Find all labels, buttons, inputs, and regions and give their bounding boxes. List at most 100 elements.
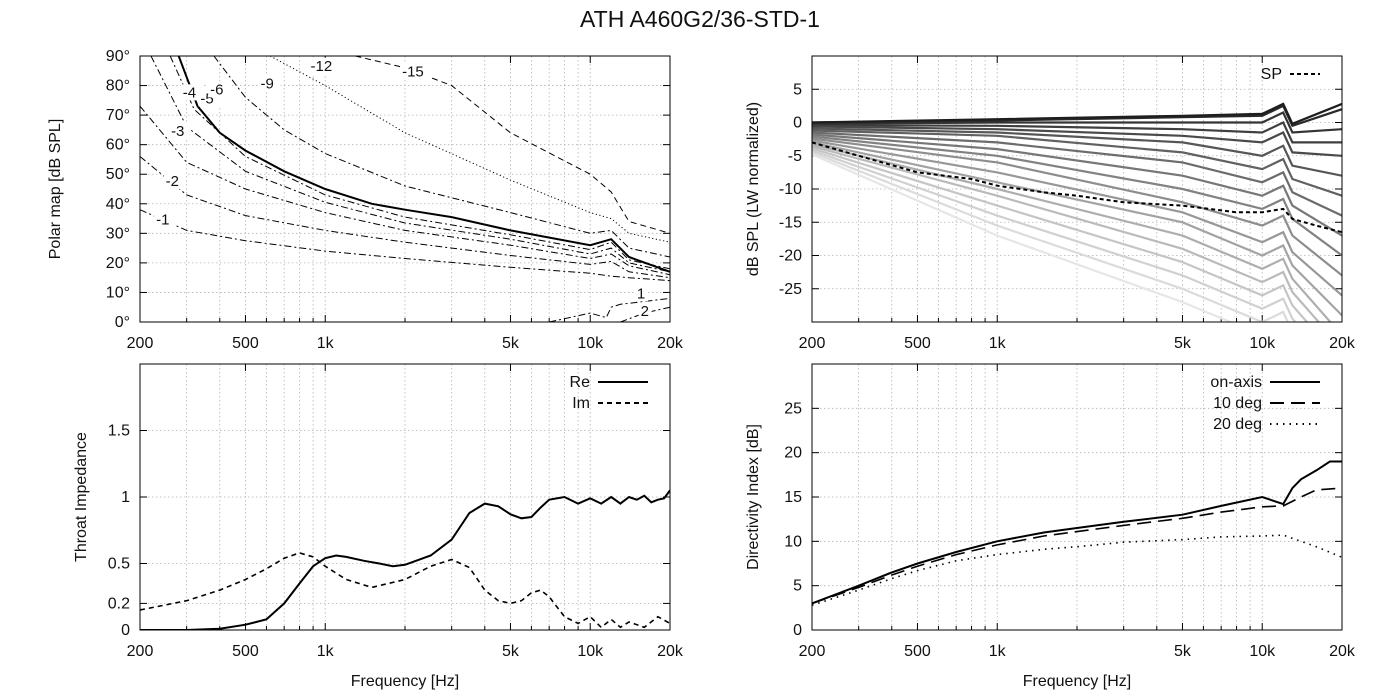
x-tick-label: 500: [232, 335, 259, 352]
di-frame: [811, 363, 1343, 631]
spl-series-line: [812, 141, 1342, 234]
x-tick-label: 20k: [1329, 335, 1356, 352]
x-tick-label: 5k: [502, 335, 520, 352]
off-axis-curve: [812, 121, 1342, 144]
off-axis-curve: [812, 147, 1309, 322]
polar-series-line: [269, 56, 670, 243]
di-series-line: [812, 487, 1342, 605]
x-tick-label: 200: [799, 643, 826, 660]
contour-label: -2: [166, 173, 179, 190]
off-axis-curve: [812, 149, 1297, 322]
off-axis-curve: [812, 139, 1342, 297]
x-tick-label: 10k: [577, 335, 604, 352]
off-axis-curve: [812, 137, 1342, 277]
x-tick-label: 200: [127, 643, 154, 660]
spl-legend: SP: [1261, 66, 1320, 83]
y-tick-label: -5: [788, 148, 802, 165]
y-tick-label: 70°: [106, 107, 130, 124]
contour-label-bg: [638, 303, 652, 320]
y-tick-label: 20°: [106, 255, 130, 272]
y-tick-label: 20: [784, 445, 802, 462]
spl-y-axis-label: dB SPL (LW normalized): [745, 102, 762, 276]
contour-label: 1: [637, 285, 645, 302]
x-tick-label: 500: [904, 335, 931, 352]
y-tick-label: 5: [793, 578, 802, 595]
x-tick-label: 200: [127, 335, 154, 352]
di-plot-area: [812, 460, 1342, 606]
legend-label: Im: [572, 395, 590, 412]
off-axis-curve: [812, 151, 1290, 322]
di-series-line: [812, 460, 1342, 605]
y-tick-label: 25: [784, 400, 802, 417]
polar-series-line: [150, 56, 670, 273]
y-tick-label: -25: [779, 281, 802, 298]
contour-label: -9: [261, 76, 274, 93]
spl-panel: 200 500 1k 5k 10k 20k -25 -20 -15 -10 -5 0 5 dB SPL (…: [745, 55, 1356, 352]
polar-series-line: [140, 105, 670, 276]
off-axis-curve: [812, 129, 1342, 197]
impedance-series-line: [140, 552, 670, 629]
contour-label-bg: [258, 75, 281, 92]
polar-y-axis-label: Polar map [dB SPL]: [47, 119, 64, 260]
y-tick-label: -20: [779, 248, 802, 265]
y-tick-label: 15: [784, 489, 802, 506]
x-tick-label: 1k: [317, 643, 335, 660]
y-tick-label: 0: [793, 115, 802, 132]
y-tick-label: 90°: [106, 48, 130, 65]
off-axis-curve: [812, 131, 1342, 217]
di-x-axis-label: Frequency [Hz]: [1023, 673, 1131, 690]
y-tick-label: 60°: [106, 137, 130, 154]
x-tick-label: 20k: [657, 643, 684, 660]
contour-label-bg: [208, 81, 231, 98]
contour-label-bg: [400, 63, 432, 80]
spl-plot-area: [812, 102, 1342, 322]
contour-label: -3: [171, 123, 184, 140]
x-tick-label: 20k: [657, 335, 684, 352]
spl-frame: [811, 55, 1343, 323]
contour-label-bg: [634, 285, 648, 302]
polar-frame: [139, 55, 671, 323]
off-axis-curve: [812, 141, 1342, 317]
x-tick-label: 1k: [317, 335, 335, 352]
impedance-ticks: 200 500 1k 5k 10k 20k 0 0.2 0.5 1 1.5: [108, 364, 684, 660]
legend-label: SP: [1261, 66, 1282, 83]
di-y-axis-label: Directivity Index [dB]: [745, 424, 762, 570]
legend-label: 20 deg: [1213, 416, 1262, 433]
di-grid: [812, 364, 1342, 630]
contour-label-bg: [308, 57, 340, 74]
legend-label: Re: [570, 374, 591, 391]
polar-series-line: [549, 297, 670, 322]
off-axis-curve: [812, 102, 1342, 126]
contour-label: -4: [183, 84, 196, 101]
off-axis-curve: [812, 143, 1332, 322]
x-tick-label: 10k: [1249, 643, 1276, 660]
contour-label-bg: [169, 122, 192, 139]
y-tick-label: -10: [779, 181, 802, 198]
contour-label: -6: [210, 81, 223, 98]
di-legend: on-axis 10 deg 20 deg: [1210, 374, 1320, 433]
polar-series-line: [177, 56, 670, 273]
y-tick-label: 10: [784, 533, 802, 550]
x-tick-label: 20k: [1329, 643, 1356, 660]
polar-grid: [140, 56, 670, 322]
x-tick-label: 500: [904, 643, 931, 660]
y-tick-label: 10°: [106, 284, 130, 301]
off-axis-curve: [812, 153, 1234, 322]
x-tick-label: 5k: [1174, 335, 1192, 352]
impedance-series-line: [140, 489, 670, 630]
y-tick-label: 0: [793, 622, 802, 639]
contour-label-bg: [154, 211, 177, 228]
y-tick-label: 40°: [106, 196, 130, 213]
y-tick-label: 80°: [106, 78, 130, 95]
contour-label: -12: [311, 58, 333, 75]
off-axis-curve: [812, 104, 1342, 128]
x-tick-label: 1k: [989, 335, 1007, 352]
figure-title: ATH A460G2/36-STD-1: [580, 6, 820, 32]
off-axis-curve: [812, 145, 1321, 322]
y-tick-label: 1.5: [108, 423, 130, 440]
off-axis-curve: [812, 125, 1342, 157]
y-tick-label: 0: [121, 622, 130, 639]
y-tick-label: 5: [793, 81, 802, 98]
x-tick-label: 200: [799, 335, 826, 352]
